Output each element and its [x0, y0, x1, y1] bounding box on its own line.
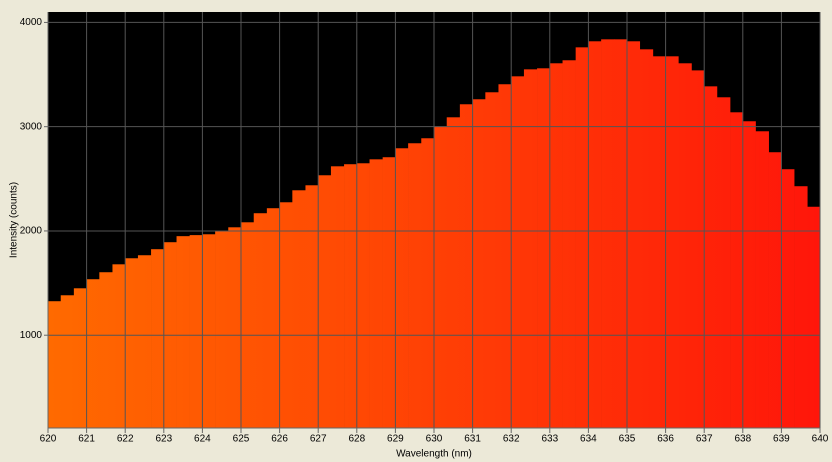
bar	[691, 70, 705, 429]
bar	[421, 138, 435, 428]
bar	[305, 185, 319, 428]
x-axis-label: Wavelength (nm)	[396, 449, 472, 460]
x-tick-label: 621	[78, 434, 95, 445]
bar	[537, 68, 551, 428]
bar	[511, 76, 525, 428]
bar	[730, 112, 744, 429]
x-tick-label: 637	[696, 434, 713, 445]
bar	[716, 97, 731, 428]
x-tick-label: 623	[155, 434, 172, 445]
bar	[137, 255, 152, 428]
bar	[446, 117, 461, 429]
bar	[189, 235, 203, 428]
x-tick-label: 636	[657, 434, 674, 445]
bar	[202, 234, 216, 428]
bar	[73, 288, 87, 428]
bar	[807, 206, 821, 428]
x-tick-label: 635	[619, 434, 636, 445]
x-tick-label: 631	[464, 434, 481, 445]
y-tick-label: 4000	[20, 17, 43, 28]
bar	[755, 131, 769, 429]
bar	[266, 208, 280, 428]
bar	[60, 295, 75, 428]
y-axis-label: Intensity (counts)	[9, 182, 20, 258]
bar	[742, 121, 756, 428]
x-tick-label: 628	[348, 434, 365, 445]
x-tick-label: 625	[233, 434, 250, 445]
bar	[318, 175, 332, 428]
bar	[523, 69, 538, 429]
bar	[614, 39, 628, 429]
x-tick-label: 627	[310, 434, 327, 445]
bar	[395, 148, 409, 428]
bar	[459, 104, 473, 428]
bar	[639, 49, 654, 428]
bar	[601, 39, 615, 429]
bar	[86, 279, 100, 428]
bar	[562, 60, 576, 429]
bar	[125, 258, 139, 428]
y-tick-label: 2000	[20, 226, 43, 237]
bar	[665, 56, 679, 428]
bar	[652, 56, 666, 428]
bar	[575, 47, 589, 428]
x-tick-label: 624	[194, 434, 211, 445]
x-tick-label: 620	[40, 434, 57, 445]
bar	[549, 63, 563, 429]
bar	[627, 41, 641, 428]
x-tick-label: 626	[271, 434, 288, 445]
bar	[382, 157, 396, 428]
x-tick-label: 633	[541, 434, 558, 445]
bar	[279, 202, 293, 428]
x-tick-label: 634	[580, 434, 597, 445]
bar	[228, 227, 242, 428]
bar	[292, 190, 306, 428]
y-tick-label: 3000	[20, 121, 43, 132]
bar	[768, 152, 782, 428]
bar	[781, 169, 795, 428]
bar	[472, 99, 486, 428]
bar	[678, 63, 692, 429]
bar	[485, 92, 499, 428]
x-tick-label: 630	[426, 434, 443, 445]
bar	[253, 213, 268, 428]
bar	[99, 272, 113, 428]
bar	[151, 249, 165, 428]
bar	[112, 264, 126, 428]
y-tick-label: 1000	[20, 330, 43, 341]
bar	[176, 236, 190, 428]
bar	[588, 41, 602, 428]
x-tick-label: 638	[734, 434, 751, 445]
bar	[498, 84, 512, 429]
bar	[356, 163, 370, 428]
bar	[215, 231, 229, 428]
bar	[408, 143, 422, 428]
x-tick-label: 622	[117, 434, 134, 445]
bar	[434, 126, 448, 428]
bar	[344, 164, 358, 428]
bar	[369, 159, 383, 428]
x-tick-label: 632	[503, 434, 520, 445]
x-tick-label: 640	[812, 434, 829, 445]
bar	[241, 222, 255, 428]
x-tick-label: 639	[773, 434, 790, 445]
bar	[794, 186, 808, 428]
bar	[704, 86, 718, 429]
bar	[48, 301, 62, 428]
x-tick-label: 629	[387, 434, 404, 445]
bar	[330, 166, 345, 428]
